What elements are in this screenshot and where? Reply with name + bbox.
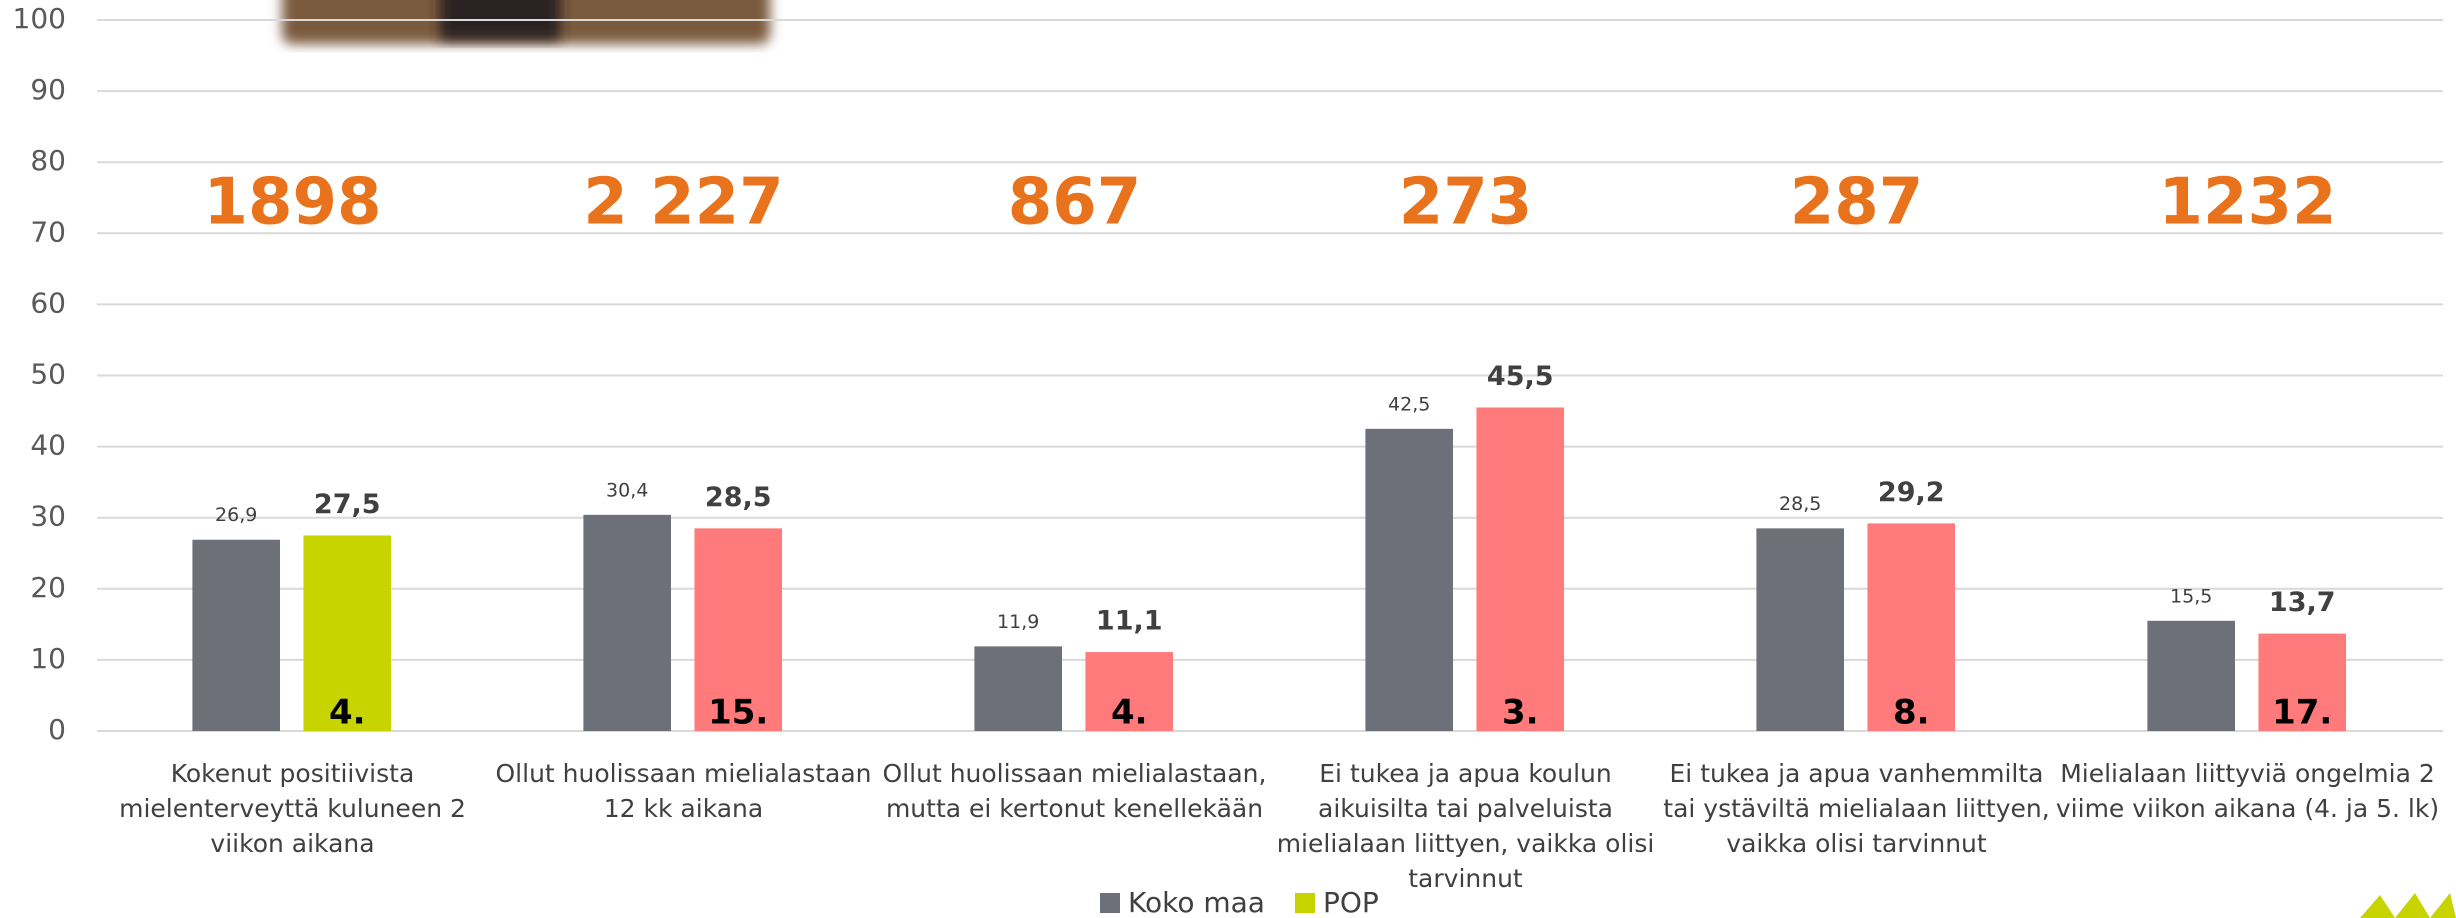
y-tick-label: 70 — [30, 215, 66, 248]
y-tick-label: 30 — [30, 500, 66, 533]
bar — [1476, 407, 1564, 731]
x-tick-label: Mielialaan liittyviä ongelmia 2 viime vi… — [2042, 756, 2453, 826]
bar — [974, 646, 1062, 731]
bar — [192, 540, 280, 731]
value-label: 26,9 — [215, 504, 257, 526]
x-tick-label: Ollut huolissaan mielialastaan, mutta ei… — [869, 756, 1280, 826]
value-label: 42,5 — [1388, 393, 1430, 415]
annotation: 1898 — [203, 166, 381, 240]
rank-label: 15. — [708, 693, 768, 733]
legend-label: Koko maa — [1128, 886, 1265, 918]
annotation: 287 — [1790, 166, 1924, 240]
annotation: 273 — [1399, 166, 1533, 240]
value-label: 13,7 — [2269, 587, 2336, 618]
x-tick-label: Ei tukea ja apua koulun aikuisilta tai p… — [1260, 756, 1671, 896]
value-label: 28,5 — [1779, 493, 1821, 515]
y-tick-label: 0 — [48, 713, 66, 746]
rank-label: 4. — [329, 693, 366, 733]
bar — [1365, 429, 1453, 731]
x-tick-label: Ollut huolissaan mielialastaan 12 kk aik… — [478, 756, 889, 826]
value-label: 29,2 — [1878, 477, 1945, 508]
x-tick-label: Kokenut positiivista mielenterveyttä kul… — [87, 756, 498, 861]
value-label: 27,5 — [314, 489, 381, 520]
value-label: 11,1 — [1096, 606, 1163, 637]
legend-swatch — [1295, 893, 1315, 913]
bar — [1756, 528, 1844, 731]
annotation: 1232 — [2158, 166, 2336, 240]
y-tick-label: 60 — [30, 286, 66, 319]
page: 0 10 20 30 40 50 60 70 80 90 100 1898 26,9 27,5 4. 2 22… — [0, 0, 2456, 918]
rank-label: 4. — [1111, 693, 1148, 733]
y-tick-label: 20 — [30, 571, 66, 604]
y-tick-label: 80 — [30, 144, 66, 177]
rank-label: 8. — [1893, 693, 1930, 733]
value-label: 30,4 — [606, 479, 648, 501]
bar — [2147, 621, 2235, 731]
y-tick-label: 100 — [13, 2, 66, 35]
value-label: 28,5 — [705, 482, 772, 513]
y-tick-label: 50 — [30, 358, 66, 391]
rank-label: 3. — [1502, 693, 1539, 733]
value-label: 45,5 — [1487, 361, 1554, 392]
x-tick-label: Ei tukea ja apua vanhemmilta tai ystävil… — [1651, 756, 2062, 861]
y-tick-label: 10 — [30, 642, 66, 675]
bar — [583, 515, 671, 731]
value-label: 15,5 — [2170, 585, 2212, 607]
y-tick-label: 40 — [30, 429, 66, 462]
annotation: 867 — [1008, 166, 1142, 240]
value-label: 11,9 — [997, 611, 1039, 633]
y-tick-label: 90 — [30, 73, 66, 106]
logo — [2360, 893, 2456, 918]
rank-label: 17. — [2272, 693, 2332, 733]
annotation: 2 227 — [583, 166, 783, 240]
legend-swatch — [1100, 893, 1120, 913]
